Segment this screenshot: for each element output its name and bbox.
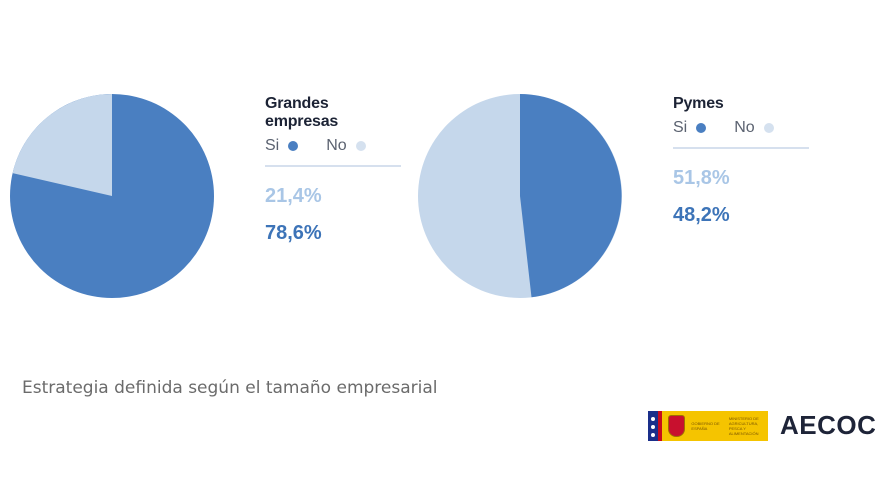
legend-dot-no-icon [355, 141, 366, 151]
chart-title: Pymes [673, 95, 724, 112]
no-percentage: 21,4% [265, 185, 322, 207]
flag-stripe-icon [657, 410, 662, 441]
legend-label-si: Si [265, 137, 280, 154]
legend-dot-si-icon [696, 123, 707, 133]
legend-row: Si No [265, 137, 401, 155]
gov-text: GOBIERNO DE ESPAÑA [691, 420, 720, 431]
divider [673, 147, 809, 149]
chart-title: Grandes empresas [265, 95, 339, 130]
pie-chart-pymes [418, 94, 622, 298]
legend-grandes-empresas: Grandes empresas Si No 21,4% 78,6% [265, 95, 401, 245]
ministry-text: MINISTERIO DE AGRICULTURA, PESCA Y ALIME… [728, 415, 759, 436]
legend-label-no: No [326, 137, 347, 154]
legend-label-no: No [734, 119, 755, 136]
legend-row: Si No [673, 119, 809, 137]
government-logo: GOBIERNO DE ESPAÑA MINISTERIO DE AGRICUL… [648, 410, 768, 441]
legend-label-si: Si [673, 119, 688, 136]
chart-caption: Estrategia definida según el tamaño empr… [22, 378, 438, 398]
legend-dot-no-icon [763, 123, 774, 133]
coat-of-arms-icon [667, 414, 686, 437]
legend-dot-si-icon [288, 141, 299, 151]
pie-slice-no [12, 94, 113, 196]
divider [265, 165, 401, 167]
si-percentage: 48,2% [673, 204, 730, 226]
legend-pymes: Pymes Si No 51,8% 48,2% [673, 95, 809, 227]
pie-chart-grandes-empresas [10, 94, 214, 298]
eu-flag-icon [648, 410, 658, 441]
footer-logos: GOBIERNO DE ESPAÑA MINISTERIO DE AGRICUL… [648, 410, 875, 441]
aecoc-logo: AECOC [780, 410, 875, 440]
pie-slice-si [520, 94, 622, 298]
no-percentage: 51,8% [673, 167, 730, 189]
si-percentage: 78,6% [265, 222, 322, 244]
